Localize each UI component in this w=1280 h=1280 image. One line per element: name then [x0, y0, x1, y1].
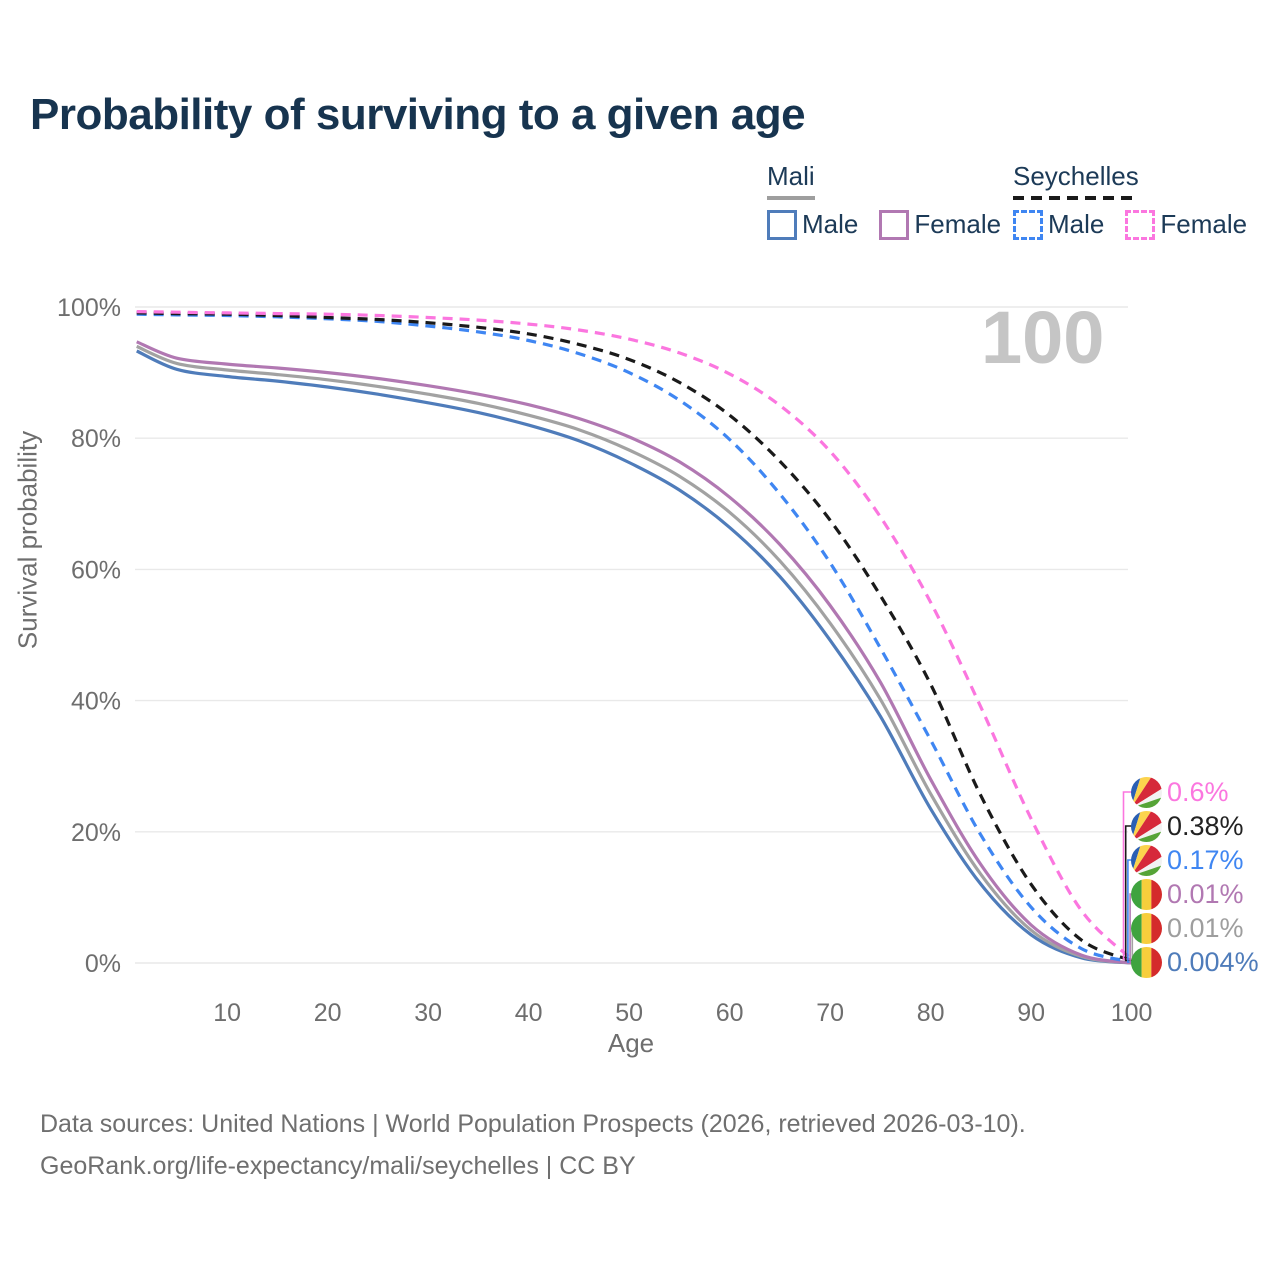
curve-mali-male	[136, 349, 1132, 965]
seychelles-flag-icon	[1131, 777, 1162, 808]
legend-item-mali-male[interactable]: Male	[767, 209, 858, 240]
x-tick-label: 20	[314, 999, 342, 1027]
legend-group-mali: Mali Male Female	[767, 161, 1001, 240]
seychelles-male-swatch-icon	[1013, 209, 1043, 240]
mali-flag-icon	[1131, 879, 1162, 910]
end-value: 0.38%	[1167, 810, 1244, 841]
legend-country-seychelles: Seychelles	[1013, 161, 1139, 200]
legend-country-mali-label: Mali	[767, 161, 815, 191]
mali-solid-line-sample	[767, 196, 815, 200]
mali-male-swatch-icon	[767, 209, 797, 240]
legend-item-seychelles-female[interactable]: Female	[1125, 209, 1247, 240]
y-axis-title: Survival probability	[12, 430, 43, 650]
end-value: 0.004%	[1167, 946, 1259, 977]
end-value: 0.17%	[1167, 844, 1244, 875]
footer-line-sources: Data sources: United Nations | World Pop…	[40, 1110, 1026, 1138]
y-tick-label: 100%	[57, 294, 121, 322]
y-tick-label: 40%	[71, 688, 121, 716]
page-title: Probability of surviving to a given age	[30, 90, 806, 139]
seychelles-dashed-line-sample	[1013, 196, 1139, 200]
x-tick-label: 60	[716, 999, 744, 1027]
curve-mali-both	[136, 344, 1132, 965]
x-tick-label: 80	[917, 999, 945, 1027]
mali-flag-icon	[1131, 947, 1162, 978]
curve-seychelles-female	[136, 310, 1133, 961]
curve-mali-female	[136, 340, 1132, 965]
end-label-mali-female: 0.01%	[1131, 877, 1244, 911]
x-tick-label: 70	[816, 999, 844, 1027]
end-value: 0.01%	[1167, 912, 1244, 943]
y-tick-label: 20%	[71, 819, 121, 847]
x-axis-title: Age	[607, 1028, 655, 1058]
legend-country-seychelles-label: Seychelles	[1013, 161, 1139, 191]
x-tick-label: 100	[1111, 999, 1153, 1027]
y-tick-label: 60%	[71, 556, 121, 584]
end-label-mali-both: 0.01%	[1131, 911, 1244, 945]
legend-label: Female	[1160, 209, 1248, 239]
seychelles-flag-icon	[1131, 811, 1162, 842]
legend-item-seychelles-male[interactable]: Male	[1013, 209, 1104, 240]
mali-flag-icon	[1131, 913, 1162, 944]
end-label-seychelles-male: 0.17%	[1131, 843, 1244, 877]
seychelles-flag-icon	[1131, 845, 1162, 876]
x-tick-label: 40	[515, 999, 543, 1027]
mali-female-swatch-icon	[879, 209, 910, 240]
legend-label: Female	[914, 209, 1002, 239]
x-tick-label: 50	[615, 999, 643, 1027]
end-value: 0.6%	[1167, 776, 1229, 807]
x-tick-label: 10	[213, 999, 241, 1027]
y-tick-label: 80%	[71, 425, 121, 453]
end-label-mali-male: 0.004%	[1131, 945, 1259, 979]
seychelles-female-swatch-icon	[1125, 209, 1156, 240]
x-tick-label: 90	[1017, 999, 1045, 1027]
legend-label: Male	[1048, 209, 1105, 239]
end-label-seychelles-both: 0.38%	[1131, 809, 1244, 843]
legend-country-mali: Mali	[767, 161, 815, 200]
age-watermark: 100	[981, 296, 1105, 379]
legend-item-mali-female[interactable]: Female	[879, 209, 1001, 240]
curve-seychelles-both	[136, 311, 1133, 963]
y-tick-label: 0%	[85, 950, 121, 978]
data-sources-footer: Data sources: United Nations | World Pop…	[40, 1103, 1026, 1187]
end-value: 0.01%	[1167, 878, 1244, 909]
legend-group-seychelles: Seychelles Male Female	[1013, 161, 1247, 240]
footer-line-attribution: GeoRank.org/life-expectancy/mali/seychel…	[40, 1152, 636, 1180]
end-label-seychelles-female: 0.6%	[1131, 775, 1229, 809]
x-tick-label: 30	[414, 999, 442, 1027]
legend-label: Male	[802, 209, 859, 239]
